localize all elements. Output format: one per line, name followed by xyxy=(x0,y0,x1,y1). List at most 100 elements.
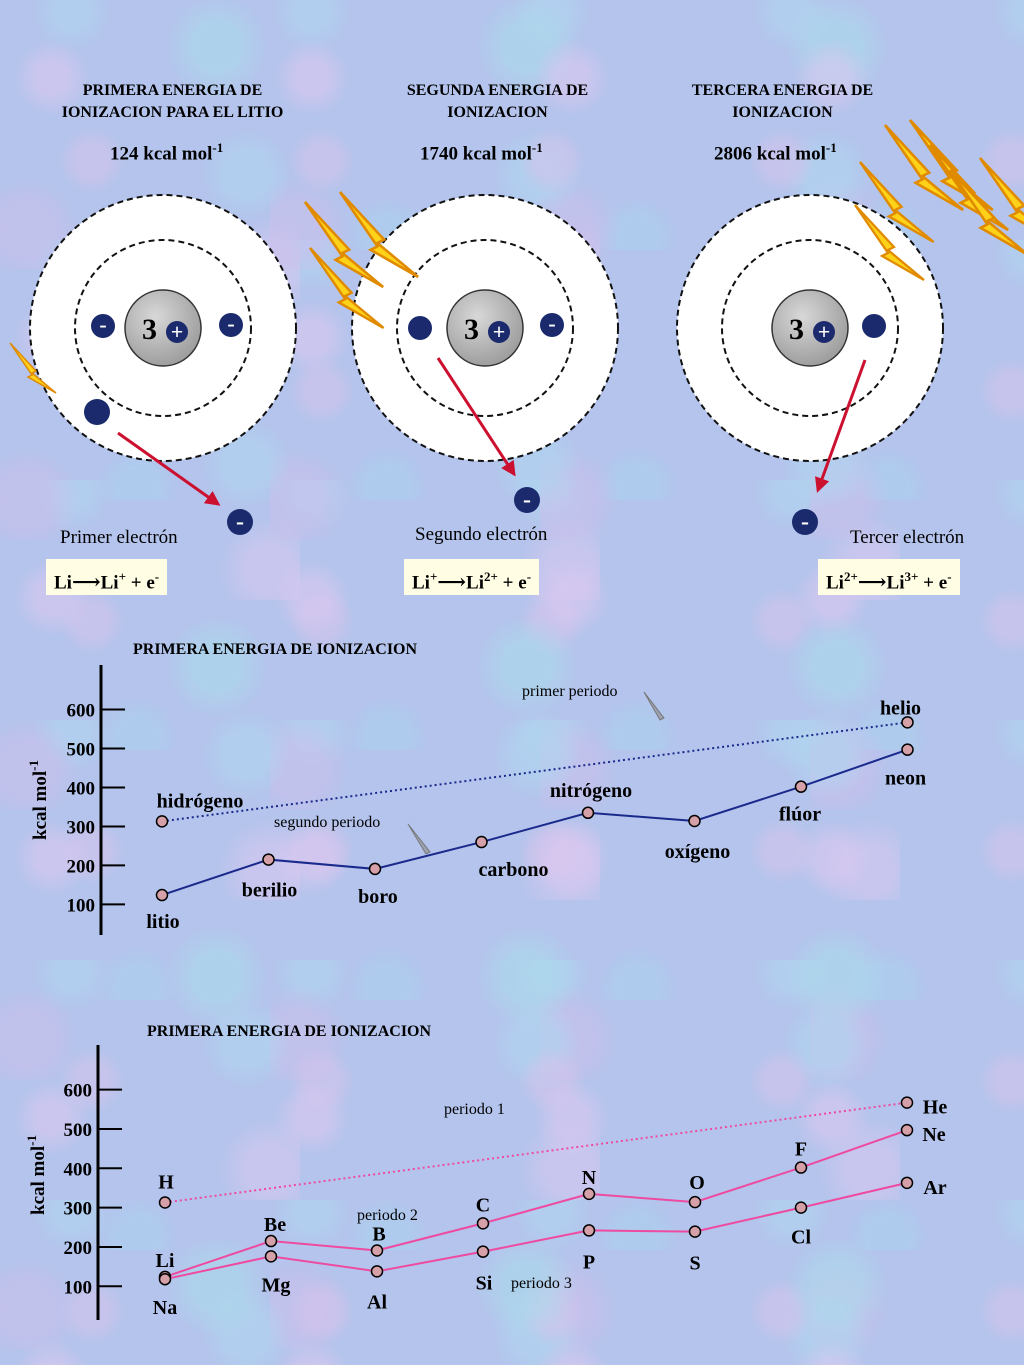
point-label: Si xyxy=(476,1273,493,1295)
data-point xyxy=(155,888,169,902)
atom2-energy: 1740 kcal mol-1 xyxy=(420,140,543,165)
electron xyxy=(540,313,564,337)
point-label: Cl xyxy=(791,1227,811,1249)
series-label: periodo 3 xyxy=(511,1275,572,1292)
atom3-energy: 2806 kcal mol-1 xyxy=(714,140,837,165)
point-label: helio xyxy=(880,697,921,719)
point-label: O xyxy=(689,1172,705,1194)
data-point xyxy=(262,853,275,866)
point-label: Ne xyxy=(922,1124,945,1146)
point-label: B xyxy=(372,1223,385,1245)
lightning-icon xyxy=(948,168,1024,257)
data-point xyxy=(688,1195,702,1209)
nucleus-charge: 3 xyxy=(142,313,157,346)
y-tick-label: 600 xyxy=(67,700,96,721)
point-label: litio xyxy=(146,911,179,933)
data-point xyxy=(900,1176,914,1190)
ejection-arrow xyxy=(815,359,867,493)
data-point xyxy=(476,1245,490,1258)
series-label: periodo 1 xyxy=(444,1101,505,1118)
point-label: F xyxy=(795,1139,807,1161)
minus-sign: - xyxy=(99,312,106,337)
series-line-2 xyxy=(164,1181,908,1281)
atom1-title: PRIMERA ENERGIA DE IONIZACION PARA EL LIT… xyxy=(61,82,284,121)
nucleus-charge: 3 xyxy=(464,313,479,346)
point-label: berilio xyxy=(242,880,298,902)
proton-badge xyxy=(166,321,188,343)
data-point xyxy=(794,1161,808,1174)
plus-sign: + xyxy=(818,319,831,344)
series-line-0 xyxy=(161,721,908,823)
atom1-equation: Li⟶Li+ + e- xyxy=(46,559,168,595)
point-label: flúor xyxy=(779,804,821,826)
point-label: Al xyxy=(367,1291,387,1313)
point-label: Ar xyxy=(923,1177,946,1199)
electron xyxy=(408,316,432,340)
atom-2: 3 + - - xyxy=(303,190,619,513)
atom-3: 3 + - xyxy=(676,118,1024,535)
free-electron xyxy=(514,487,540,513)
plus-sign: + xyxy=(171,319,184,344)
y-tick-label: 100 xyxy=(67,895,96,916)
point-label: boro xyxy=(358,886,398,908)
data-point xyxy=(264,1234,278,1248)
data-point xyxy=(370,1265,384,1278)
series-label: primer periodo xyxy=(522,683,618,700)
proton-badge xyxy=(813,321,835,343)
departing-electron xyxy=(84,399,110,425)
data-point xyxy=(901,716,914,729)
pointer-icon xyxy=(643,691,665,721)
data-point xyxy=(900,1096,914,1109)
y-tick-label: 300 xyxy=(64,1199,93,1220)
point-label: oxígeno xyxy=(665,841,731,863)
data-point xyxy=(901,743,914,756)
point-label: H xyxy=(158,1172,174,1194)
point-label: P xyxy=(583,1251,595,1273)
point-label: N xyxy=(582,1167,597,1189)
y-tick-label: 300 xyxy=(67,817,96,838)
point-label: hidrógeno xyxy=(157,790,244,812)
point-label: Mg xyxy=(262,1274,291,1296)
data-point xyxy=(688,814,701,828)
chart-first-ionization-period2: PRIMERA ENERGIA DE IONIZACION 100 200 300 40… xyxy=(26,641,926,935)
data-point xyxy=(582,1187,596,1201)
atom3-equation: Li2+⟶Li3+ + e- xyxy=(818,559,960,595)
data-point xyxy=(158,1272,172,1286)
atom1-electron-label: Primer electrón xyxy=(60,527,178,548)
chart-first-ionization-periods-1-3: PRIMERA ENERGIA DE IONIZACION 100 200 300 40… xyxy=(24,1023,948,1320)
nucleus-charge: 3 xyxy=(789,313,804,346)
series-line-1 xyxy=(161,748,908,896)
plus-sign: + xyxy=(493,319,506,344)
data-point xyxy=(476,1217,490,1230)
y-tick-label: 200 xyxy=(67,856,96,877)
data-point xyxy=(155,815,169,828)
atom2-equation: Li+⟶Li2+ + e- xyxy=(404,559,540,595)
y-tick-label: 400 xyxy=(64,1159,93,1180)
y-tick-label: 100 xyxy=(64,1277,93,1298)
electron xyxy=(219,313,243,337)
chart-title: PRIMERA ENERGIA DE IONIZACION xyxy=(133,641,417,658)
electron xyxy=(91,314,115,338)
free-electron xyxy=(792,509,818,535)
atom1-energy: 124 kcal mol-1 xyxy=(110,140,224,165)
minus-sign: - xyxy=(548,311,555,336)
series-line-1 xyxy=(164,1129,908,1278)
atom3-electron-label: Tercer electrón xyxy=(850,527,965,548)
nucleus xyxy=(771,289,849,367)
electron xyxy=(862,314,886,338)
y-axis-label: kcal mol-1 xyxy=(26,760,51,840)
y-tick-label: 600 xyxy=(64,1081,93,1102)
point-label: neon xyxy=(885,768,926,790)
data-point xyxy=(688,1225,702,1238)
minus-sign: - xyxy=(236,509,244,535)
atoms-diagram: 3 + - - - 3 + - - 3 + - xyxy=(9,118,1024,535)
series-label: periodo 2 xyxy=(357,1207,418,1224)
minus-sign: - xyxy=(801,509,809,535)
data-point xyxy=(900,1123,914,1137)
point-label: He xyxy=(923,1097,948,1119)
data-point xyxy=(794,1201,808,1214)
series-label: segundo periodo xyxy=(274,814,380,831)
data-point xyxy=(581,806,595,820)
y-tick-label: 500 xyxy=(64,1120,93,1141)
data-point xyxy=(158,1196,172,1209)
